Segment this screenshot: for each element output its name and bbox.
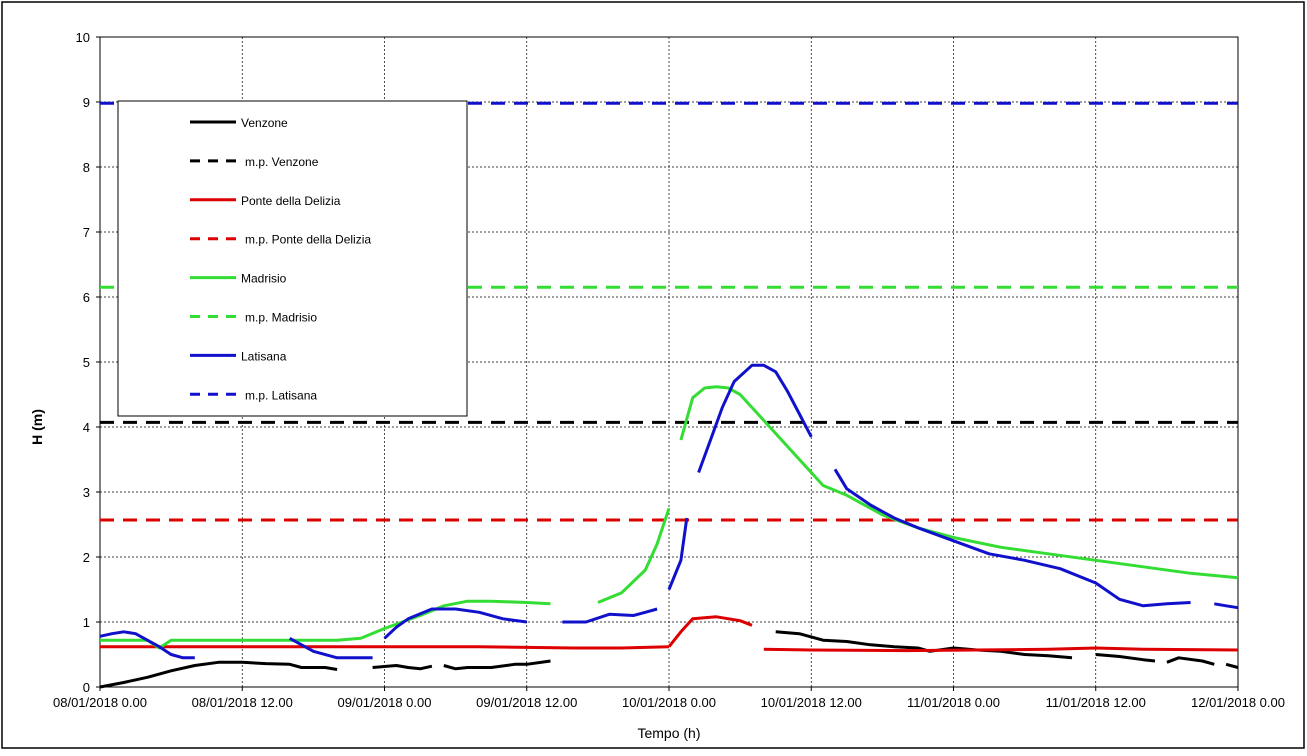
y-tick-label: 1 xyxy=(83,615,90,630)
x-tick-label: 10/01/2018 0.00 xyxy=(622,695,716,710)
series-line xyxy=(99,630,195,660)
x-tick-label: 11/01/2018 0.00 xyxy=(907,695,1000,710)
y-tick-label: 9 xyxy=(83,95,90,110)
x-tick-label: 11/01/2018 12.00 xyxy=(1046,695,1146,710)
series-line xyxy=(1225,662,1239,669)
series-line xyxy=(1166,656,1215,666)
series-line xyxy=(763,646,1239,653)
series-latisana xyxy=(99,363,1239,660)
x-axis-label: Tempo (h) xyxy=(637,725,700,741)
series-line xyxy=(697,363,813,474)
y-tick-label: 10 xyxy=(76,30,90,45)
x-tick-label: 08/01/2018 12.00 xyxy=(192,695,293,710)
series-line xyxy=(443,659,551,671)
legend-label: m.p. Venzone xyxy=(245,155,319,169)
series-line xyxy=(679,385,754,441)
x-tick-labels: 08/01/2018 0.00 08/01/2018 12.00 09/01/201… xyxy=(53,695,1285,710)
legend-label: m.p. Madrisio xyxy=(245,311,317,325)
x-tick-label: 09/01/2018 0.00 xyxy=(338,695,432,710)
y-tick-label: 4 xyxy=(83,420,90,435)
y-tick-label: 7 xyxy=(83,225,90,240)
legend-label: Latisana xyxy=(241,349,287,363)
series-line xyxy=(667,517,689,591)
series-line xyxy=(1214,602,1239,610)
legend-label: Madrisio xyxy=(241,272,287,286)
x-tick-label: 08/01/2018 0.00 xyxy=(53,695,147,710)
legend-label: Ponte della Delizia xyxy=(241,194,341,208)
legend-label: m.p. Ponte della Delizia xyxy=(245,233,371,247)
x-tick-label: 09/01/2018 12.00 xyxy=(476,695,577,710)
legend-label: m.p. Latisana xyxy=(245,388,317,402)
series-line xyxy=(372,664,433,671)
series-line xyxy=(597,507,671,604)
y-tick-label: 2 xyxy=(83,550,90,565)
y-axis-label: H (m) xyxy=(29,409,45,445)
legend-label: Venzone xyxy=(241,116,288,130)
series-line xyxy=(833,468,1191,608)
series-line xyxy=(1095,653,1156,663)
y-tick-label: 6 xyxy=(83,290,90,305)
series-line xyxy=(288,636,373,660)
series-line xyxy=(750,406,1239,580)
series-line xyxy=(100,645,670,650)
y-tick-label: 8 xyxy=(83,160,90,175)
legend-box xyxy=(117,100,468,417)
series-line xyxy=(562,607,658,624)
series-ponte-della-delizia xyxy=(100,615,1239,653)
y-tick-label: 3 xyxy=(83,485,90,500)
series-line xyxy=(99,660,338,689)
series-line xyxy=(383,607,527,640)
x-tick-label: 10/01/2018 12.00 xyxy=(761,695,862,710)
series-line xyxy=(667,615,753,648)
legend: Venzone m.p. Venzone Ponte della Delizia m.… xyxy=(117,100,468,417)
y-tick-label: 5 xyxy=(83,355,90,370)
x-tick-label: 12/01/2018 0.00 xyxy=(1191,695,1285,710)
y-tick-label: 0 xyxy=(83,680,90,695)
y-tick-labels: 0 1 2 3 4 5 6 7 8 9 10 xyxy=(76,30,90,695)
